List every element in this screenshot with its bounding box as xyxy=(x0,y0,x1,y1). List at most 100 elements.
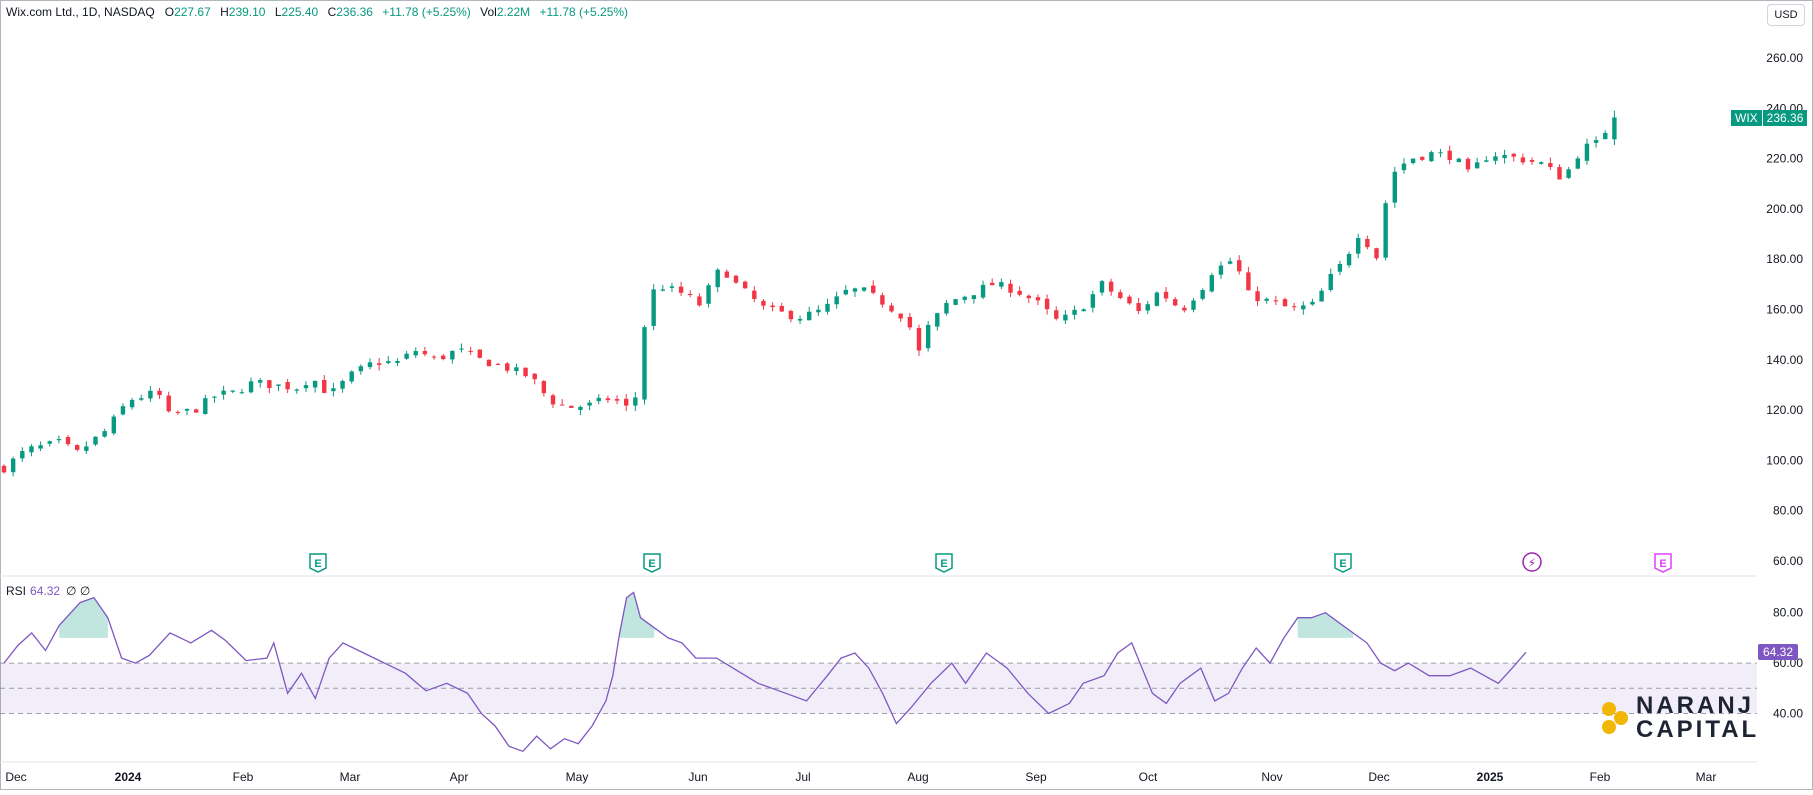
candle-body xyxy=(230,390,235,392)
candle-body xyxy=(971,295,977,300)
candle-body xyxy=(1200,289,1205,299)
change-value: +11.78 (+5.25%) xyxy=(382,5,471,19)
price-tick-label: 100.00 xyxy=(1766,453,1803,467)
candle-body xyxy=(1438,152,1443,154)
candle-body xyxy=(1319,290,1324,302)
candle-body xyxy=(706,285,711,304)
time-tick-label: Dec xyxy=(1368,770,1389,784)
candle-body xyxy=(20,451,25,459)
earnings-glyph: E xyxy=(314,558,321,570)
candle-body xyxy=(93,436,98,445)
candle-body xyxy=(1493,156,1498,161)
candle-body xyxy=(102,431,107,437)
candle-body xyxy=(1282,299,1288,307)
candle-body xyxy=(953,299,958,305)
candle-body xyxy=(1209,275,1214,292)
candle-body xyxy=(633,397,638,406)
candle-body xyxy=(916,327,922,351)
candle-body xyxy=(925,324,931,349)
candle-body xyxy=(56,439,62,441)
candle-body xyxy=(1529,159,1535,162)
candle-body xyxy=(678,286,684,293)
price-tick-label: 80.00 xyxy=(1773,504,1803,518)
candle-body xyxy=(495,363,501,365)
candle-body xyxy=(1365,239,1370,248)
brand-logo: NARANJ CAPITAL xyxy=(1600,694,1759,742)
candle-body xyxy=(166,395,171,412)
candle-body xyxy=(1328,273,1333,290)
candle-body xyxy=(935,313,940,327)
candle-body xyxy=(624,398,629,406)
candle-body xyxy=(38,445,43,449)
candle-body xyxy=(980,284,986,298)
candle-body xyxy=(1127,296,1132,304)
candle-body xyxy=(797,318,803,321)
high-value: 239.10 xyxy=(228,5,266,19)
candle-body xyxy=(889,305,894,312)
candle-body xyxy=(386,361,391,364)
candle-body xyxy=(1593,140,1599,143)
candle-body xyxy=(1474,162,1480,169)
earnings-glyph: E xyxy=(648,558,655,570)
earnings-glyph: E xyxy=(1659,558,1666,570)
rsi-pane xyxy=(0,591,1757,753)
currency-button[interactable]: USD xyxy=(1767,4,1805,26)
open-value: 227.67 xyxy=(174,5,211,19)
time-tick-label: Mar xyxy=(1696,770,1717,784)
rsi-extra-2: ∅ xyxy=(79,584,91,598)
candle-body xyxy=(29,446,34,453)
candle-body xyxy=(1163,291,1169,299)
candle-body xyxy=(248,381,254,393)
rsi-overbought-fill xyxy=(1297,612,1353,638)
candle-body xyxy=(843,289,848,295)
candle-body xyxy=(212,396,217,398)
candle-body xyxy=(807,311,812,321)
candle-body xyxy=(65,437,71,445)
time-tick-label: Feb xyxy=(233,770,254,784)
earnings-icon: E xyxy=(935,553,953,573)
rsi-extra-1: ∅ xyxy=(66,584,77,598)
volume-label: Vol xyxy=(480,5,497,19)
candle-body xyxy=(1273,300,1279,302)
earnings-badge xyxy=(1334,553,1352,573)
candle-body xyxy=(834,296,839,305)
price-tick-label: 140.00 xyxy=(1766,353,1803,367)
candle-body xyxy=(431,356,437,358)
time-tick-label: Aug xyxy=(907,770,928,784)
candle-body xyxy=(267,380,272,389)
candle-body xyxy=(322,379,327,393)
candle-body xyxy=(193,409,199,413)
candle-body xyxy=(1566,169,1571,178)
candle-body xyxy=(1237,260,1242,272)
candle-body xyxy=(1383,203,1388,258)
high-label: H xyxy=(220,5,229,19)
candle-body xyxy=(221,390,226,395)
earnings-badge xyxy=(309,553,327,573)
candle-body xyxy=(596,397,601,402)
candle-body xyxy=(660,289,665,291)
candle-body xyxy=(203,398,208,414)
candle-body xyxy=(10,458,16,473)
candle-body xyxy=(1044,298,1050,310)
candle-body xyxy=(825,303,830,312)
candle-body xyxy=(505,363,510,371)
price-tick-label: 260.00 xyxy=(1766,51,1803,65)
candle-body xyxy=(559,404,565,406)
candle-body xyxy=(486,359,492,367)
candle-body xyxy=(514,367,519,372)
candle-body xyxy=(47,441,52,444)
rsi-tick-label: 40.00 xyxy=(1773,707,1803,721)
candle-body xyxy=(614,399,620,401)
candle-body xyxy=(1548,163,1553,167)
chart-legend: Wix.com Ltd., 1D, NASDAQ O227.67 H239.10… xyxy=(6,5,634,19)
candle-body xyxy=(459,348,464,350)
candle-body xyxy=(303,385,309,389)
candle-body xyxy=(139,398,144,400)
earnings-icon: E xyxy=(1334,553,1352,573)
dividend-glyph: ⚡ xyxy=(1528,556,1536,570)
candle-body xyxy=(1090,294,1096,308)
open-label: O xyxy=(164,5,175,19)
candle-body xyxy=(75,445,80,450)
time-tick-label: Feb xyxy=(1590,770,1611,784)
